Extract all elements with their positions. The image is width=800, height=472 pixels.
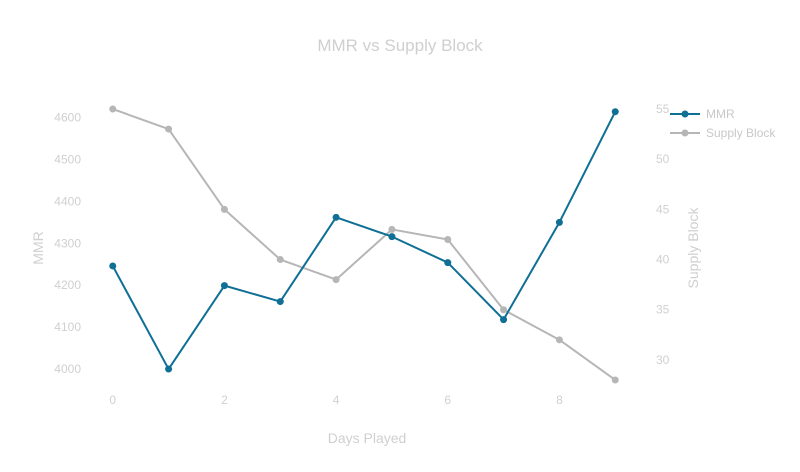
data-point-supply-block[interactable] — [220, 205, 228, 213]
y2-axis-ticks: 30 35 40 45 50 55 — [656, 102, 670, 367]
legend-marker-mmr — [681, 110, 689, 118]
data-point-mmr[interactable] — [500, 316, 508, 324]
y2-tick-label: 55 — [656, 102, 670, 116]
y2-tick-label: 45 — [656, 202, 670, 216]
y2-tick-label: 40 — [656, 253, 670, 267]
data-point-mmr[interactable] — [220, 282, 228, 290]
data-point-mmr[interactable] — [109, 262, 117, 270]
y-tick-label: 4300 — [54, 236, 81, 250]
data-point-mmr[interactable] — [165, 365, 173, 373]
legend-label-supply-block: Supply Block — [706, 126, 776, 140]
data-point-supply-block[interactable] — [276, 256, 284, 264]
y2-tick-label: 35 — [656, 303, 670, 317]
y2-tick-label: 50 — [656, 152, 670, 166]
legend-label-mmr: MMR — [706, 107, 735, 121]
y-axis-title: MMR — [30, 231, 46, 264]
legend-item-supply-block[interactable]: Supply Block — [670, 126, 776, 140]
y-tick-label: 4400 — [54, 194, 81, 208]
data-point-supply-block[interactable] — [500, 306, 508, 314]
x-tick-label: 4 — [333, 393, 340, 407]
series-layer — [109, 105, 619, 384]
y-tick-label: 4500 — [54, 152, 81, 166]
data-point-mmr[interactable] — [611, 108, 619, 116]
data-point-supply-block[interactable] — [444, 235, 452, 243]
series-line-mmr — [111, 110, 617, 371]
data-point-mmr[interactable] — [332, 213, 340, 221]
data-point-mmr[interactable] — [276, 298, 284, 306]
y-tick-label: 4600 — [54, 111, 81, 125]
data-point-supply-block[interactable] — [555, 336, 563, 344]
y-tick-label: 4200 — [54, 278, 81, 292]
data-point-supply-block[interactable] — [332, 276, 340, 284]
data-point-mmr[interactable] — [555, 218, 563, 226]
legend[interactable]: MMR Supply Block — [670, 107, 776, 140]
y2-axis-title: Supply Block — [685, 207, 701, 289]
series-line-supply-block — [111, 108, 617, 381]
data-point-supply-block[interactable] — [611, 376, 619, 384]
x-axis-title: Days Played — [328, 430, 407, 446]
y-tick-label: 4100 — [54, 320, 81, 334]
x-tick-label: 0 — [109, 393, 116, 407]
x-tick-label: 6 — [444, 393, 451, 407]
data-point-supply-block[interactable] — [109, 105, 117, 113]
y-tick-label: 4000 — [54, 362, 81, 376]
data-point-mmr[interactable] — [388, 233, 396, 241]
data-point-supply-block[interactable] — [388, 225, 396, 233]
chart-title: MMR vs Supply Block — [317, 36, 483, 55]
legend-item-mmr[interactable]: MMR — [670, 107, 735, 121]
x-tick-label: 2 — [221, 393, 228, 407]
legend-marker-supply-block — [681, 129, 689, 137]
x-axis-ticks: 0 2 4 6 8 — [109, 393, 563, 407]
x-tick-label: 8 — [556, 393, 563, 407]
y-axis-ticks: 4000 4100 4200 4300 4400 4500 4600 — [54, 111, 81, 376]
data-point-mmr[interactable] — [444, 259, 452, 267]
data-point-supply-block[interactable] — [165, 125, 173, 133]
y2-tick-label: 30 — [656, 353, 670, 367]
